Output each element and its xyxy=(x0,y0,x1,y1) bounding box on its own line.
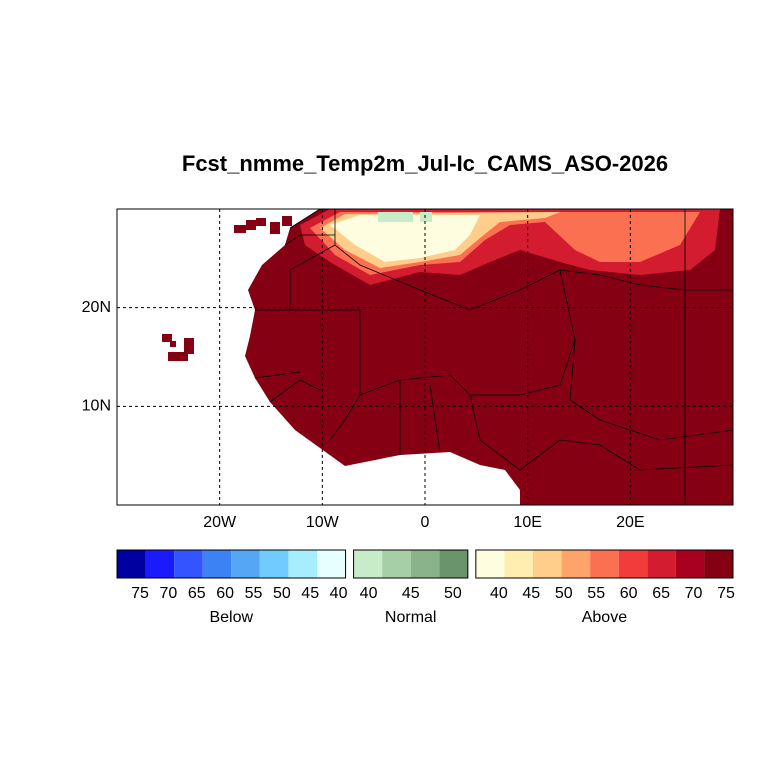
legend-level: 60 xyxy=(620,585,638,602)
legend-swatch xyxy=(475,550,505,578)
legend-level: 65 xyxy=(188,585,206,602)
x-tick-label: 10E xyxy=(513,514,541,531)
legend-frame xyxy=(116,549,347,579)
legend-swatch xyxy=(231,550,260,578)
legend-label: Above xyxy=(582,609,627,626)
legend-level: 40 xyxy=(360,585,378,602)
legend-swatch xyxy=(145,550,175,578)
legend-swatch xyxy=(353,550,383,578)
legend-level: 55 xyxy=(245,585,263,602)
legend-level: 40 xyxy=(330,585,348,602)
legend-level: 75 xyxy=(131,585,149,602)
legend-level: 60 xyxy=(216,585,234,602)
y-tick-label: 10N xyxy=(82,398,111,415)
legend-swatch xyxy=(117,550,146,578)
normal-area xyxy=(378,212,413,222)
legend-level: 45 xyxy=(522,585,540,602)
legend-label: Normal xyxy=(385,609,437,626)
legend-swatch xyxy=(590,550,619,578)
legend-swatch xyxy=(317,550,346,578)
legend-swatch xyxy=(675,550,705,578)
legend-swatch xyxy=(533,550,562,578)
legend-swatch xyxy=(439,550,468,578)
legend-swatch xyxy=(504,550,533,578)
warm-area xyxy=(330,215,480,262)
legend-level: 55 xyxy=(587,585,605,602)
x-tick-label: 10W xyxy=(306,514,340,531)
legend-level: 50 xyxy=(273,585,291,602)
legend-level: 50 xyxy=(444,585,462,602)
legend-swatch xyxy=(618,550,648,578)
borders xyxy=(254,209,733,505)
y-tick-label: 20N xyxy=(82,299,111,316)
legend-swatch xyxy=(647,550,676,578)
legend-level: 70 xyxy=(159,585,177,602)
legend-level: 75 xyxy=(717,585,735,602)
x-tick-label: 20W xyxy=(203,514,237,531)
legend-level: 40 xyxy=(490,585,508,602)
title: Fcst_nmme_Temp2m_Jul-Ic_CAMS_ASO-2026 xyxy=(182,151,668,176)
islands xyxy=(162,216,292,361)
legend-level: 45 xyxy=(402,585,420,602)
normal-area xyxy=(420,212,432,222)
legend-swatch xyxy=(259,550,289,578)
legend-swatch xyxy=(410,550,440,578)
legend-swatch xyxy=(382,550,411,578)
legend-swatch xyxy=(561,550,591,578)
legend-level: 45 xyxy=(301,585,319,602)
legend-frame xyxy=(353,549,469,579)
legend-label: Below xyxy=(209,609,253,626)
legend-swatch xyxy=(704,550,733,578)
legend-frame xyxy=(475,549,734,579)
legend-swatch xyxy=(288,550,317,578)
legend-swatch xyxy=(202,550,232,578)
legend-level: 70 xyxy=(685,585,703,602)
legend-level: 50 xyxy=(555,585,573,602)
legend-swatch xyxy=(174,550,203,578)
x-tick-label: 20E xyxy=(616,514,644,531)
legend-level: 65 xyxy=(652,585,670,602)
x-tick-label: 0 xyxy=(421,514,430,531)
